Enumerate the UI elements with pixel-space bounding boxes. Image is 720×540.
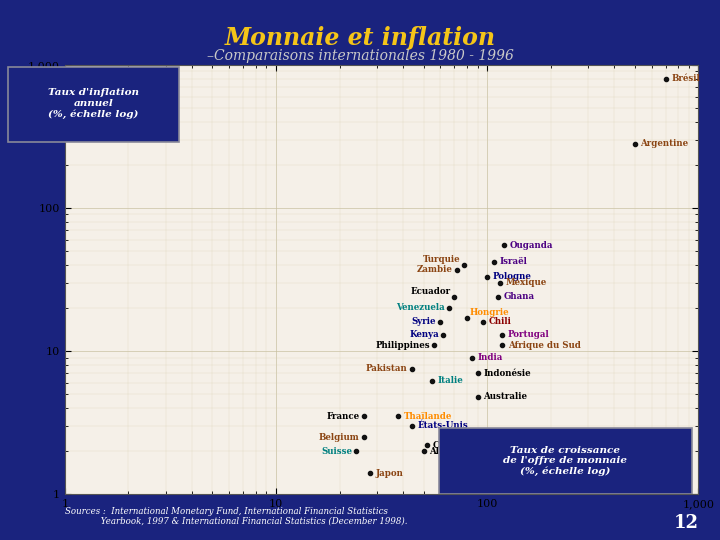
- Text: Monnaie et inflation: Monnaie et inflation: [225, 26, 495, 50]
- Text: India: India: [478, 353, 503, 362]
- Text: Taux d'inflation
annuel
(%, échelle log): Taux d'inflation annuel (%, échelle log): [48, 88, 139, 119]
- FancyBboxPatch shape: [438, 428, 692, 494]
- Text: Allemagne: Allemagne: [429, 447, 480, 456]
- Text: Turquie: Turquie: [423, 255, 460, 264]
- Text: Belgium: Belgium: [319, 433, 359, 442]
- Text: Italie: Italie: [438, 376, 464, 385]
- Text: Mexique: Mexique: [505, 278, 546, 287]
- Text: Portugal: Portugal: [508, 330, 549, 339]
- Text: –Comparaisons internationales 1980 - 1996: –Comparaisons internationales 1980 - 199…: [207, 49, 513, 63]
- Text: Chili: Chili: [489, 318, 512, 326]
- Text: Suisse: Suisse: [321, 447, 352, 456]
- Text: Kenya: Kenya: [410, 330, 439, 339]
- Text: Argentine: Argentine: [640, 139, 688, 148]
- Text: Taux de croissance
de l'offre de monnaie
(%, échelle log): Taux de croissance de l'offre de monnaie…: [503, 446, 627, 476]
- Text: Venezuela: Venezuela: [396, 303, 445, 313]
- Text: Pakistan: Pakistan: [366, 364, 408, 373]
- Text: Japon: Japon: [376, 469, 404, 478]
- Text: Indonésie: Indonésie: [483, 369, 531, 377]
- Text: Thaïlande: Thaïlande: [404, 411, 452, 421]
- Text: Sources :  International Monetary Fund, International Financial Statistics
     : Sources : International Monetary Fund, I…: [65, 507, 408, 526]
- FancyBboxPatch shape: [8, 67, 179, 142]
- Text: Ecuador: Ecuador: [410, 287, 450, 295]
- Text: France: France: [326, 411, 359, 421]
- Text: Malaisie: Malaisie: [472, 433, 513, 442]
- Text: 12: 12: [673, 514, 698, 532]
- Text: Australie: Australie: [483, 392, 527, 401]
- Text: États-Unis: États-Unis: [418, 421, 468, 430]
- Text: Zambie: Zambie: [417, 265, 453, 274]
- Text: Ghana: Ghana: [503, 292, 534, 301]
- Text: Pologne: Pologne: [492, 272, 531, 281]
- Text: Syrie: Syrie: [412, 318, 436, 326]
- Text: Brésil: Brésil: [671, 74, 700, 83]
- Text: Afrique du Sud: Afrique du Sud: [508, 341, 581, 349]
- Text: Ouganda: Ouganda: [510, 240, 553, 249]
- Text: Canada: Canada: [433, 441, 469, 450]
- Text: Philippines: Philippines: [375, 341, 430, 349]
- Text: Hongrie: Hongrie: [469, 308, 509, 317]
- Text: Israël: Israël: [500, 258, 528, 266]
